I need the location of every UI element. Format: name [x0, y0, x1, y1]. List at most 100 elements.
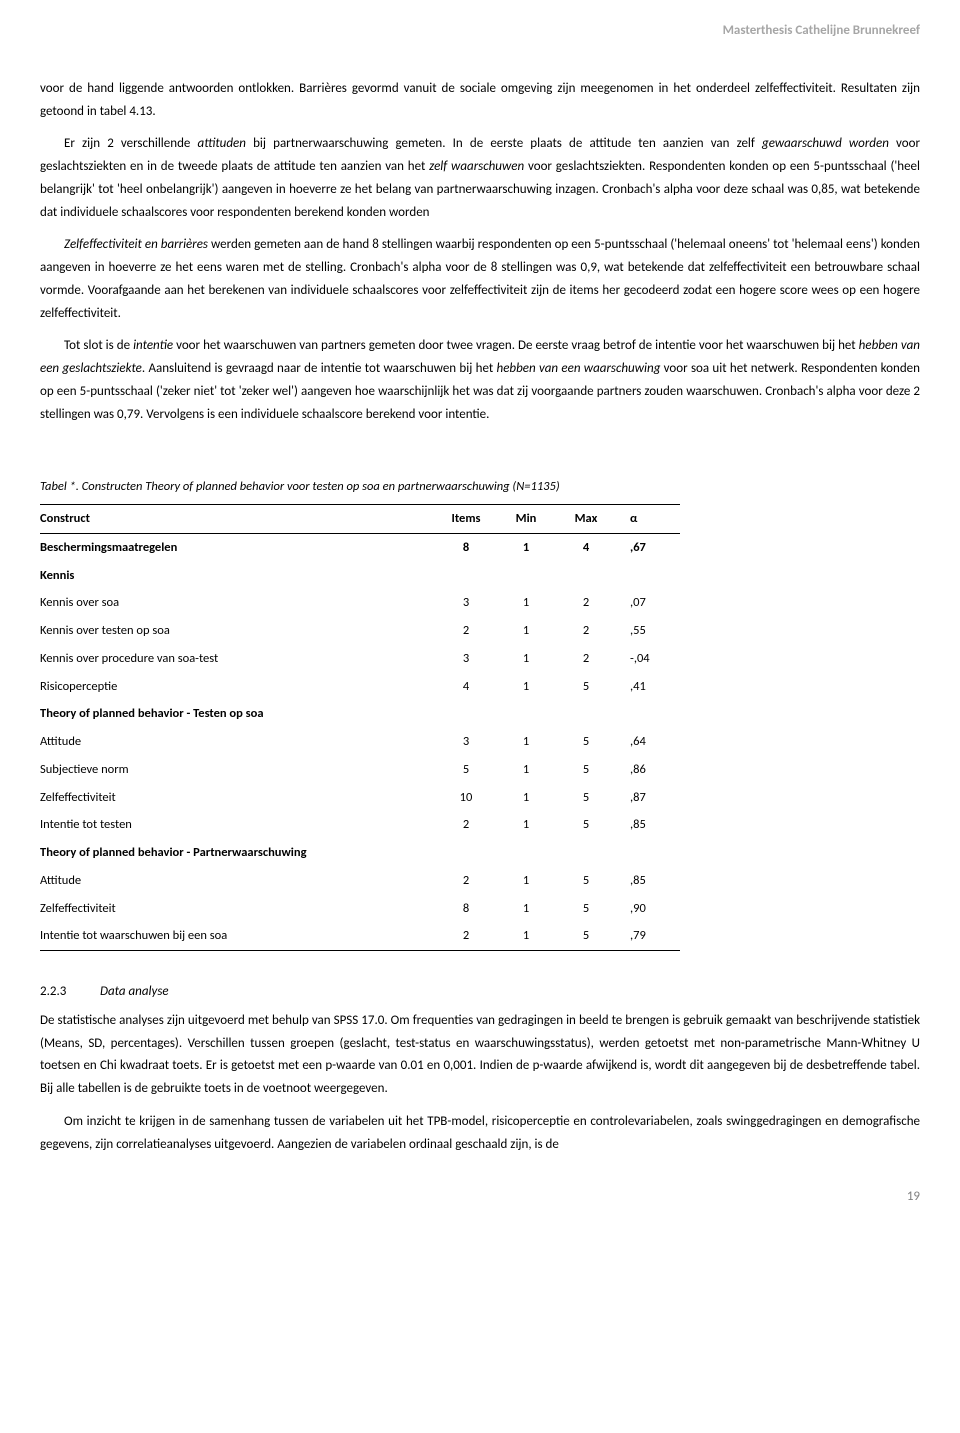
cell-min: 1 [500, 533, 560, 561]
col-max: Max [560, 505, 620, 534]
cell-max: 5 [560, 895, 620, 923]
table-row: Intentie tot waarschuwen bij een soa215,… [40, 922, 680, 950]
cell-min [500, 839, 560, 867]
paragraph-3: Zelfeffectiviteit en barrières werden ge… [40, 234, 920, 325]
cell-construct: Attitude [40, 867, 440, 895]
col-alpha: α [620, 505, 680, 534]
text: voor het waarschuwen van partners gemete… [173, 338, 859, 353]
col-items: Items [440, 505, 500, 534]
table-row: Beschermingsmaatregelen814,67 [40, 533, 680, 561]
cell-construct: Theory of planned behavior - Partnerwaar… [40, 839, 440, 867]
cell-construct: Subjectieve norm [40, 756, 440, 784]
cell-construct: Zelfeffectiviteit [40, 784, 440, 812]
cell-max: 5 [560, 811, 620, 839]
cell-max [560, 562, 620, 590]
cell-min: 1 [500, 589, 560, 617]
cell-max [560, 700, 620, 728]
cell-max: 2 [560, 589, 620, 617]
table-row: Attitude215,85 [40, 867, 680, 895]
cell-alpha [620, 700, 680, 728]
cell-min: 1 [500, 895, 560, 923]
cell-max: 5 [560, 784, 620, 812]
cell-construct: Risicoperceptie [40, 673, 440, 701]
col-construct: Construct [40, 505, 440, 534]
cell-items: 2 [440, 867, 500, 895]
text-italic: attituden [198, 136, 246, 151]
cell-alpha: ,85 [620, 867, 680, 895]
cell-items: 8 [440, 533, 500, 561]
cell-items: 3 [440, 589, 500, 617]
section-paragraph-1: De statistische analyses zijn uitgevoerd… [40, 1010, 920, 1101]
cell-max: 5 [560, 922, 620, 950]
cell-construct: Kennis over soa [40, 589, 440, 617]
table-row: Attitude315,64 [40, 728, 680, 756]
cell-construct: Beschermingsmaatregelen [40, 533, 440, 561]
table-row: Kennis [40, 562, 680, 590]
cell-min: 1 [500, 617, 560, 645]
paragraph-2: Er zijn 2 verschillende attituden bij pa… [40, 133, 920, 224]
cell-alpha: ,86 [620, 756, 680, 784]
cell-items: 2 [440, 922, 500, 950]
cell-min: 1 [500, 867, 560, 895]
cell-construct: Intentie tot testen [40, 811, 440, 839]
section-number: 2.2.3 [40, 981, 100, 1004]
table-row: Intentie tot testen215,85 [40, 811, 680, 839]
cell-items: 4 [440, 673, 500, 701]
cell-min: 1 [500, 728, 560, 756]
cell-alpha: ,64 [620, 728, 680, 756]
table-row: Kennis over testen op soa212,55 [40, 617, 680, 645]
cell-min [500, 562, 560, 590]
cell-items: 2 [440, 617, 500, 645]
cell-items: 3 [440, 728, 500, 756]
text-italic: gewaarschuwd worden [762, 136, 889, 151]
text-italic: intentie [133, 338, 173, 353]
cell-alpha [620, 562, 680, 590]
cell-items: 2 [440, 811, 500, 839]
table-row: Kennis over soa312,07 [40, 589, 680, 617]
cell-items [440, 562, 500, 590]
text-italic: Zelfeffectiviteit en barrières [64, 237, 208, 252]
cell-items: 8 [440, 895, 500, 923]
text-italic: zelf waarschuwen [429, 159, 524, 174]
constructs-table: Construct Items Min Max α Beschermingsma… [40, 504, 680, 951]
cell-min: 1 [500, 673, 560, 701]
cell-min: 1 [500, 756, 560, 784]
cell-max: 5 [560, 867, 620, 895]
cell-construct: Kennis over testen op soa [40, 617, 440, 645]
paragraph-1: voor de hand liggende antwoorden ontlokk… [40, 78, 920, 124]
cell-max [560, 839, 620, 867]
text: Om inzicht te krijgen in de samenhang tu… [40, 1114, 920, 1152]
cell-max: 2 [560, 617, 620, 645]
cell-alpha: ,87 [620, 784, 680, 812]
cell-items [440, 700, 500, 728]
cell-min: 1 [500, 784, 560, 812]
cell-min: 1 [500, 811, 560, 839]
table-row: Risicoperceptie415,41 [40, 673, 680, 701]
cell-construct: Intentie tot waarschuwen bij een soa [40, 922, 440, 950]
cell-items: 3 [440, 645, 500, 673]
cell-alpha: ,79 [620, 922, 680, 950]
running-header: Masterthesis Cathelijne Brunnekreef [40, 20, 920, 43]
section-paragraph-2: Om inzicht te krijgen in de samenhang tu… [40, 1111, 920, 1157]
table-caption: Tabel *. Constructen Theory of planned b… [40, 476, 920, 498]
text: Er zijn 2 verschillende [64, 136, 198, 151]
cell-max: 5 [560, 673, 620, 701]
cell-max: 4 [560, 533, 620, 561]
cell-construct: Theory of planned behavior - Testen op s… [40, 700, 440, 728]
cell-min [500, 700, 560, 728]
text: . Aansluitend is gevraagd naar de intent… [142, 361, 497, 376]
table-row: Zelfeffectiviteit815,90 [40, 895, 680, 923]
table-row: Subjectieve norm515,86 [40, 756, 680, 784]
cell-items [440, 839, 500, 867]
cell-construct: Kennis over procedure van soa-test [40, 645, 440, 673]
cell-construct: Attitude [40, 728, 440, 756]
cell-min: 1 [500, 922, 560, 950]
cell-alpha [620, 839, 680, 867]
cell-min: 1 [500, 645, 560, 673]
cell-construct: Zelfeffectiviteit [40, 895, 440, 923]
text: Tot slot is de [64, 338, 133, 353]
cell-alpha: ,55 [620, 617, 680, 645]
text: bij partnerwaarschuwing gemeten. In de e… [246, 136, 762, 151]
table-row: Theory of planned behavior - Testen op s… [40, 700, 680, 728]
cell-alpha: ,85 [620, 811, 680, 839]
